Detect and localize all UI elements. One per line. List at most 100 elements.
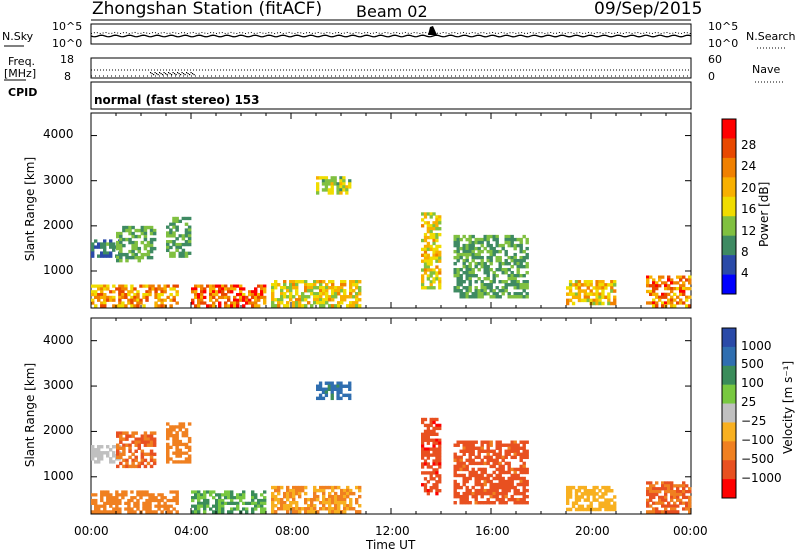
echo-cell xyxy=(218,287,222,291)
echo-cell xyxy=(501,485,505,490)
echo-cell xyxy=(355,283,359,287)
echo-cell xyxy=(421,444,425,448)
echo-cell xyxy=(480,237,484,242)
echo-cell xyxy=(468,470,472,475)
echo-cell xyxy=(456,467,460,472)
echo-cell xyxy=(435,256,439,260)
echo-cell xyxy=(492,491,496,496)
echo-cell xyxy=(327,387,331,391)
echo-cell xyxy=(146,249,151,254)
echo-cell xyxy=(152,458,157,463)
echo-cell xyxy=(498,485,502,490)
echo-cell xyxy=(286,485,290,490)
echo-cell xyxy=(128,225,132,230)
echo-cell xyxy=(242,304,246,308)
echo-cell xyxy=(277,485,281,490)
echo-cell xyxy=(421,283,425,287)
echo-cell xyxy=(304,298,308,302)
echo-cell xyxy=(149,434,154,438)
echo-cell xyxy=(124,493,128,497)
echo-cell xyxy=(149,431,154,435)
echo-cell xyxy=(486,267,490,272)
echo-cell xyxy=(510,497,514,502)
echo-cell xyxy=(592,298,596,303)
echo-cell xyxy=(271,491,275,496)
echo-cell xyxy=(127,292,131,297)
echo-cell xyxy=(333,387,337,391)
echo-cell xyxy=(516,243,520,248)
echo-cell xyxy=(465,494,469,499)
echo-cell xyxy=(667,481,671,485)
echo-cell xyxy=(218,496,222,500)
echo-cell xyxy=(142,501,146,505)
echo-cell xyxy=(233,501,237,505)
echo-cell xyxy=(133,298,137,302)
echo-cell xyxy=(119,455,123,460)
echo-cell xyxy=(679,301,683,305)
echo-cell xyxy=(160,304,164,308)
echo-cell xyxy=(492,449,496,453)
echo-cell xyxy=(676,281,680,285)
echo-cell xyxy=(426,432,430,437)
echo-cell xyxy=(106,498,110,503)
echo-cell xyxy=(260,504,264,508)
echo-cell xyxy=(498,476,502,481)
echo-cell xyxy=(324,393,329,398)
echo-cell xyxy=(233,301,237,305)
echo-cell xyxy=(277,491,281,496)
echo-cell xyxy=(592,301,596,306)
echo-cell xyxy=(149,443,154,447)
power-cb-tick-12: 12 xyxy=(741,224,757,238)
echo-cell xyxy=(489,267,493,272)
echo-cell xyxy=(435,471,439,475)
echo-cell xyxy=(260,292,264,297)
echo-cell xyxy=(340,286,344,290)
echo-cell xyxy=(492,485,496,490)
echo-cell xyxy=(610,504,614,509)
echo-cell xyxy=(453,467,457,472)
echo-cell xyxy=(525,449,529,453)
echo-cell xyxy=(295,485,299,490)
echo-cell xyxy=(453,491,457,496)
echo-cell xyxy=(166,234,170,238)
echo-cell xyxy=(492,461,496,466)
echo-cell xyxy=(498,267,502,272)
echo-cell xyxy=(324,381,329,385)
echo-cell xyxy=(670,301,674,305)
echo-cell xyxy=(483,267,487,272)
echo-cell xyxy=(453,273,457,278)
echo-cell xyxy=(507,446,511,450)
echo-cell xyxy=(435,474,439,478)
echo-cell xyxy=(498,264,502,269)
echo-cell xyxy=(100,304,104,308)
echo-cell xyxy=(310,497,314,502)
echo-cell xyxy=(471,267,475,272)
echo-cell xyxy=(334,494,338,499)
echo-cell xyxy=(465,267,469,272)
echo-cell xyxy=(498,470,502,475)
echo-cell xyxy=(595,485,599,490)
echo-cell xyxy=(432,277,436,281)
echo-cell xyxy=(498,243,502,248)
echo-cell xyxy=(664,484,668,488)
echo-cell xyxy=(310,286,314,290)
echo-cell xyxy=(100,496,104,500)
echo-cell xyxy=(124,287,128,291)
echo-cell xyxy=(438,426,442,431)
echo-cell xyxy=(492,292,496,296)
echo-cell xyxy=(486,270,490,275)
echo-cell xyxy=(175,245,179,250)
freq-unit: [MHz] xyxy=(4,67,37,80)
echo-cell xyxy=(152,246,157,251)
echo-cell xyxy=(601,492,605,496)
echo-cell xyxy=(423,253,428,257)
echo-cell xyxy=(571,292,576,296)
echo-cell xyxy=(94,239,98,243)
echo-cell xyxy=(301,295,305,299)
freq-scatter-dot xyxy=(181,72,183,74)
nave-label: Nave xyxy=(752,63,781,76)
echo-cell xyxy=(118,290,122,294)
echo-cell xyxy=(236,298,240,302)
echo-cell xyxy=(498,482,502,487)
echo-cell xyxy=(163,304,167,308)
